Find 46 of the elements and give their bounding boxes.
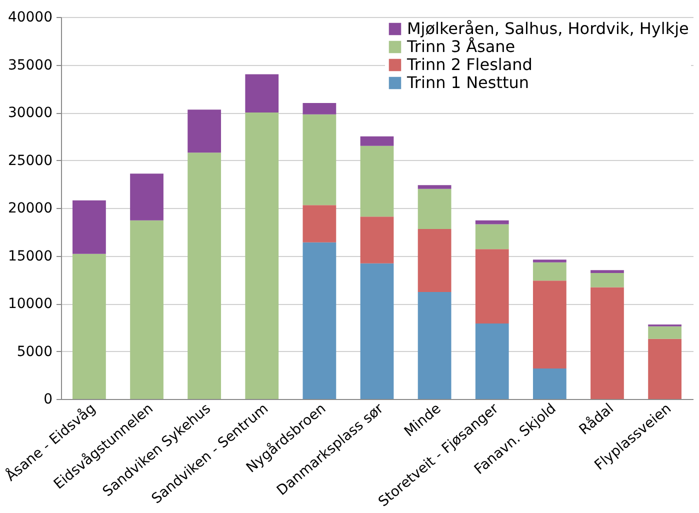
bar: [532, 262, 566, 281]
bar: [302, 205, 336, 242]
bar: [245, 74, 279, 112]
legend-label: Mjølkeråen, Salhus, Hordvik, Hylkje: [407, 19, 689, 38]
bar: [418, 188, 452, 230]
bar: [590, 272, 624, 288]
bar: [130, 174, 164, 220]
bar: [302, 102, 336, 114]
bar: [418, 229, 452, 292]
bar: [130, 220, 164, 399]
y-tick-label: 30000: [8, 105, 52, 121]
bar: [475, 249, 509, 324]
bar: [360, 136, 394, 146]
bar: [590, 270, 624, 273]
bar: [648, 326, 682, 339]
bar: [72, 200, 106, 254]
bar: [418, 185, 452, 189]
bar: [360, 216, 394, 264]
bar: [532, 260, 566, 262]
bar: [532, 280, 566, 368]
bar: [475, 324, 509, 399]
y-tick-label: 35000: [8, 57, 52, 74]
bar: [418, 292, 452, 399]
bar: [188, 152, 222, 399]
y-tick-label: 40000: [8, 10, 52, 26]
legend-label: Trinn 3 Åsane: [406, 37, 516, 56]
y-tick-label: 10000: [8, 296, 52, 312]
y-tick-label: 25000: [8, 152, 52, 169]
bar: [188, 110, 222, 153]
y-tick-label: 5000: [16, 344, 52, 360]
bar: [532, 368, 566, 399]
bar: [648, 338, 682, 399]
bar: [475, 220, 509, 224]
bar: [302, 114, 336, 206]
bar: [475, 224, 509, 250]
bar: [302, 242, 336, 399]
legend-label: Trinn 2 Flesland: [406, 55, 532, 74]
bar: [590, 287, 624, 399]
y-tick-label: 15000: [8, 248, 52, 264]
legend-label: Trinn 1 Nesttun: [406, 73, 530, 92]
bar: [245, 112, 279, 399]
y-tick-label: 20000: [8, 200, 52, 216]
bar: [360, 263, 394, 399]
y-tick-label: 0: [44, 392, 52, 408]
bar: [360, 146, 394, 217]
bar: [72, 254, 106, 399]
